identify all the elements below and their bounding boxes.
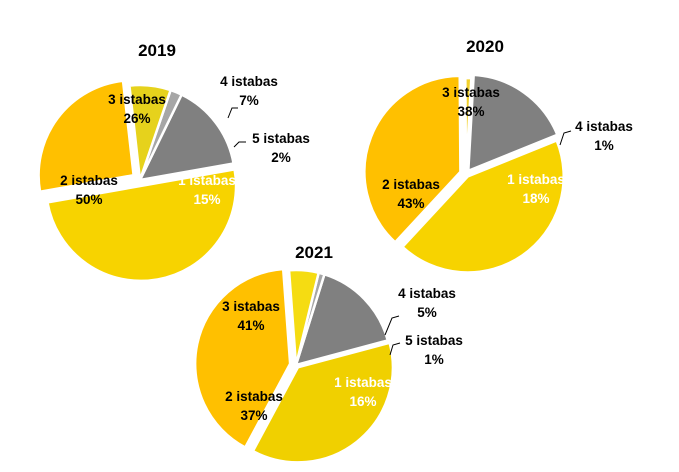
slice-category-label: 3 istabas [108,92,166,107]
slice-value-label: 26% [123,111,150,126]
slice-label-2-istabas-2020: 2 istabas 43% [382,177,440,211]
pie-chart-2021: 2021 1 istabas 16% 5 istabas 1% 4 istabas 5% 3… [193,243,463,464]
pie-slice-3-istabas-2020 [363,74,462,244]
pie-slice-4-istabas-2021 [287,268,320,367]
slice-category-label: 4 istabas [575,119,633,134]
slice-category-label: 1 istabas [507,172,565,187]
pie-slice-1-istabas-2020 [467,73,559,172]
leader-lines-2019 [227,107,246,148]
pie-slice-1-istabas-2019 [138,93,235,182]
slice-value-label: 2% [271,150,291,165]
slice-category-label: 3 istabas [442,85,500,100]
slice-category-label: 5 istabas [405,333,463,348]
slice-label-2-istabas-2021: 2 istabas 37% [225,389,283,423]
pie-chart-2020: 2020 1 istabas 18% 4 istabas 1% 3 istabas 38%… [363,37,633,274]
slice-label-1-istabas-2020: 1 istabas 18% [507,172,565,206]
slice-value-label: 18% [522,191,549,206]
slice-value-label: 41% [237,318,264,333]
slice-label-4-istabas-2021: 4 istabas 5% [398,286,456,320]
pie-chart-2019: 2019 1 istabas 15% 5 istabas 2% 4 istabas 7% 3… [37,41,310,283]
slice-label-5-istabas-2021: 5 istabas 1% [405,333,463,367]
slice-value-label: 37% [240,408,267,423]
slice-label-1-istabas-2019: 1 istabas 15% [178,173,236,207]
chart-title-2021: 2021 [295,243,333,262]
slice-value-label: 5% [417,305,437,320]
slice-label-3-istabas-2020: 3 istabas 38% [442,85,500,119]
leader-line-5-istabas-2019 [233,141,246,148]
slice-label-1-istabas-2021: 1 istabas 16% [334,375,392,409]
slice-value-label: 1% [424,352,444,367]
slice-category-label: 1 istabas [178,173,236,188]
pie-slices-2021 [193,267,395,464]
pie-slice-3-istabas-2019 [37,79,135,193]
leader-line-4-istabas-2020 [559,130,572,146]
pie-slice-1-istabas-2021 [294,273,390,367]
slice-value-label: 16% [349,394,376,409]
leader-lines-2021 [384,315,401,356]
chart-title-2019: 2019 [138,41,176,60]
leader-lines-2020 [559,130,572,146]
pie-slice-2-istabas-2019 [46,168,238,283]
pie-slice-4-istabas-2019 [128,83,172,182]
slice-label-3-istabas-2019: 3 istabas 26% [108,92,166,126]
slice-label-2-istabas-2019: 2 istabas 50% [60,173,118,207]
slice-label-3-istabas-2021: 3 istabas 41% [222,299,280,333]
slice-label-5-istabas-2019: 5 istabas 2% [252,131,310,165]
slice-value-label: 38% [457,104,484,119]
pie-slice-3-istabas-2021 [193,267,292,449]
leader-line-4-istabas-2021 [384,315,400,336]
slice-category-label: 4 istabas [220,74,278,89]
slice-category-label: 2 istabas [225,389,283,404]
slice-value-label: 50% [75,192,102,207]
leader-line-4-istabas-2019 [227,107,238,119]
leader-line-5-istabas-2021 [389,342,401,356]
slice-value-label: 7% [239,93,259,108]
slice-category-label: 1 istabas [334,375,392,390]
pie-slice-4-istabas-2020 [464,76,473,176]
pie-labels-2019: 1 istabas 15% 5 istabas 2% 4 istabas 7% 3 ista… [60,74,310,207]
pie-slices-2020 [363,73,565,274]
slice-value-label: 1% [594,138,614,153]
pie-labels-2021: 1 istabas 16% 5 istabas 1% 4 istabas 5% 3 ista… [222,286,463,423]
pie-labels-2020: 1 istabas 18% 4 istabas 1% 3 istabas 38% 2 ist… [382,85,633,211]
slice-category-label: 5 istabas [252,131,310,146]
slice-category-label: 4 istabas [398,286,456,301]
pie-slice-2-istabas-2021 [251,341,395,464]
pie-slices-2019 [37,79,238,283]
slice-category-label: 3 istabas [222,299,280,314]
slice-label-4-istabas-2019: 4 istabas 7% [220,74,278,108]
slice-value-label: 15% [193,192,220,207]
slice-label-4-istabas-2020: 4 istabas 1% [575,119,633,153]
slice-category-label: 2 istabas [60,173,118,188]
slice-value-label: 43% [397,196,424,211]
pie-slice-2-istabas-2020 [401,139,565,274]
slice-category-label: 2 istabas [382,177,440,192]
chart-title-2020: 2020 [466,37,504,56]
